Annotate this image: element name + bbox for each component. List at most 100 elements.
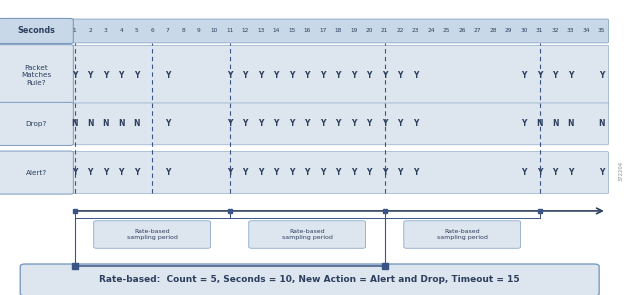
Text: 372204: 372204: [619, 161, 624, 181]
Text: Y: Y: [243, 119, 248, 128]
Text: 29: 29: [505, 29, 513, 33]
Text: Rate-based:  Count = 5, Seconds = 10, New Action = Alert and Drop, Timeout = 15: Rate-based: Count = 5, Seconds = 10, New…: [99, 276, 520, 284]
Text: Y: Y: [305, 168, 310, 177]
Text: Y: Y: [305, 119, 310, 128]
Text: N: N: [537, 119, 543, 128]
Text: Y: Y: [351, 168, 356, 177]
Text: Y: Y: [382, 119, 387, 128]
Text: Y: Y: [274, 168, 279, 177]
Text: Y: Y: [382, 168, 387, 177]
Text: 30: 30: [520, 29, 528, 33]
Text: 8: 8: [181, 29, 185, 33]
Text: Y: Y: [521, 119, 527, 128]
Text: N: N: [102, 119, 109, 128]
FancyBboxPatch shape: [0, 151, 73, 194]
Text: Y: Y: [134, 168, 139, 177]
Text: Y: Y: [165, 71, 170, 80]
Text: Y: Y: [398, 168, 403, 177]
Text: 25: 25: [443, 29, 451, 33]
Text: Y: Y: [274, 119, 279, 128]
FancyBboxPatch shape: [71, 152, 609, 194]
Text: 35: 35: [598, 29, 605, 33]
Text: 34: 34: [583, 29, 590, 33]
Text: N: N: [87, 119, 94, 128]
Text: Y: Y: [398, 119, 403, 128]
Text: 31: 31: [536, 29, 544, 33]
Text: Y: Y: [599, 168, 604, 177]
FancyBboxPatch shape: [71, 45, 609, 105]
Text: Y: Y: [227, 71, 233, 80]
Text: N: N: [133, 119, 140, 128]
Text: Y: Y: [227, 119, 233, 128]
Text: Y: Y: [87, 168, 93, 177]
Text: 6: 6: [150, 29, 154, 33]
Text: Y: Y: [351, 71, 356, 80]
Text: Y: Y: [243, 71, 248, 80]
Text: 7: 7: [166, 29, 169, 33]
FancyBboxPatch shape: [249, 221, 365, 248]
Text: 13: 13: [257, 29, 264, 33]
Text: Y: Y: [320, 168, 325, 177]
Text: Y: Y: [289, 71, 295, 80]
Text: Y: Y: [227, 168, 233, 177]
Text: Y: Y: [134, 71, 139, 80]
FancyBboxPatch shape: [71, 19, 609, 43]
Text: 4: 4: [119, 29, 123, 33]
Text: 11: 11: [226, 29, 233, 33]
Text: 33: 33: [567, 29, 574, 33]
Text: Y: Y: [336, 168, 341, 177]
Text: Y: Y: [336, 71, 341, 80]
Text: Y: Y: [258, 119, 264, 128]
Text: 26: 26: [458, 29, 466, 33]
Text: Y: Y: [103, 168, 108, 177]
FancyBboxPatch shape: [71, 103, 609, 145]
Text: N: N: [568, 119, 574, 128]
Text: Y: Y: [382, 71, 387, 80]
Text: N: N: [552, 119, 559, 128]
Text: 15: 15: [288, 29, 295, 33]
Text: Y: Y: [258, 71, 264, 80]
Text: Rate-based
sampling period: Rate-based sampling period: [126, 229, 178, 240]
Text: Y: Y: [305, 71, 310, 80]
FancyBboxPatch shape: [0, 102, 73, 145]
Text: 18: 18: [334, 29, 342, 33]
Text: Rate-based
sampling period: Rate-based sampling period: [437, 229, 487, 240]
Text: Y: Y: [413, 71, 418, 80]
Text: Y: Y: [258, 168, 264, 177]
Text: Y: Y: [243, 168, 248, 177]
Text: 24: 24: [427, 29, 435, 33]
Text: Y: Y: [367, 71, 372, 80]
Text: 9: 9: [197, 29, 200, 33]
Text: 23: 23: [412, 29, 420, 33]
Text: Y: Y: [552, 71, 558, 80]
Text: 10: 10: [210, 29, 218, 33]
Text: Y: Y: [568, 71, 573, 80]
Text: 19: 19: [350, 29, 357, 33]
Text: Y: Y: [413, 168, 418, 177]
Text: 12: 12: [241, 29, 249, 33]
Text: 20: 20: [365, 29, 373, 33]
Text: Seconds: Seconds: [18, 27, 55, 35]
Text: Y: Y: [289, 119, 295, 128]
Text: Y: Y: [398, 71, 403, 80]
Text: Drop?: Drop?: [26, 121, 47, 127]
Text: Y: Y: [87, 71, 93, 80]
Text: Y: Y: [413, 119, 418, 128]
Text: Y: Y: [118, 71, 124, 80]
Text: 14: 14: [272, 29, 280, 33]
Text: 22: 22: [396, 29, 404, 33]
Text: Y: Y: [165, 119, 170, 128]
FancyBboxPatch shape: [94, 221, 210, 248]
FancyBboxPatch shape: [0, 45, 73, 106]
Text: 21: 21: [381, 29, 388, 33]
Text: 28: 28: [489, 29, 497, 33]
Text: Y: Y: [552, 168, 558, 177]
Text: 17: 17: [319, 29, 326, 33]
Text: Y: Y: [103, 71, 108, 80]
Text: Y: Y: [521, 168, 527, 177]
Text: Y: Y: [336, 119, 341, 128]
Text: Y: Y: [367, 168, 372, 177]
Text: 32: 32: [551, 29, 559, 33]
Text: Y: Y: [118, 168, 124, 177]
Text: Y: Y: [165, 168, 170, 177]
